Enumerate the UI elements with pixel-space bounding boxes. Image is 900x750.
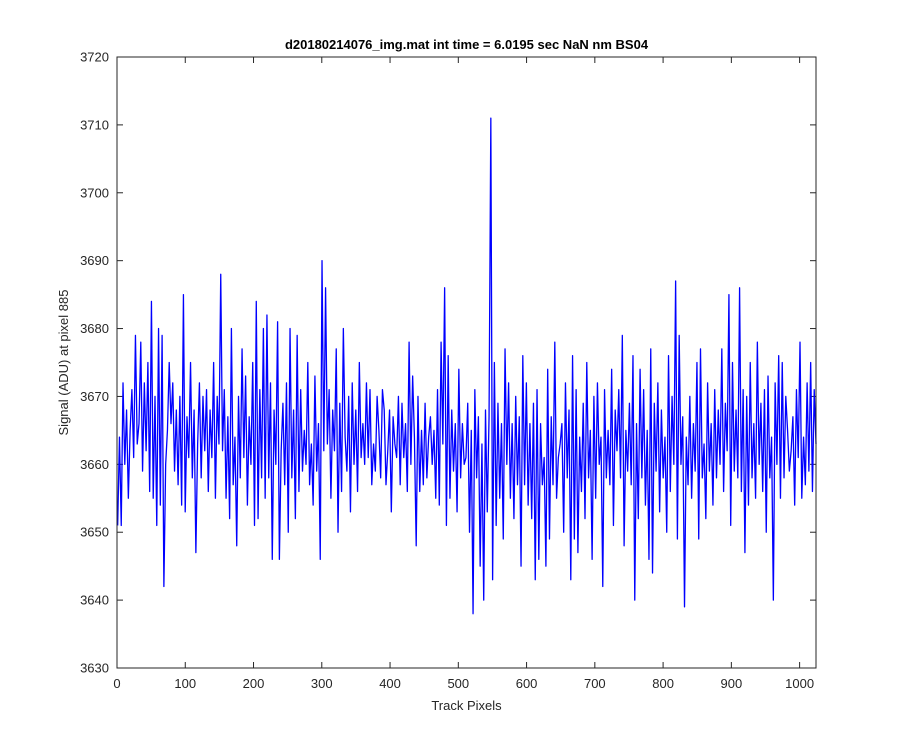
y-tick-label: 3670 bbox=[80, 389, 109, 404]
x-tick-label: 600 bbox=[516, 676, 538, 691]
y-tick-label: 3690 bbox=[80, 253, 109, 268]
x-axis-ticks: 0 100 200 300 400 500 600 700 800 900 1000 bbox=[113, 57, 814, 691]
y-tick-label: 3700 bbox=[80, 185, 109, 200]
x-axis-label: Track Pixels bbox=[431, 698, 502, 713]
x-tick-label: 800 bbox=[652, 676, 674, 691]
x-tick-label: 300 bbox=[311, 676, 333, 691]
x-tick-label: 1000 bbox=[785, 676, 814, 691]
x-tick-label: 200 bbox=[243, 676, 265, 691]
y-tick-label: 3650 bbox=[80, 525, 109, 540]
plot-area bbox=[117, 57, 816, 668]
axes-box bbox=[116, 56, 817, 669]
y-tick-label: 3630 bbox=[80, 661, 109, 676]
signal-line bbox=[117, 117, 817, 615]
y-tick-label: 3640 bbox=[80, 593, 109, 608]
y-tick-label: 3680 bbox=[80, 321, 109, 336]
y-axis-label: Signal (ADU) at pixel 885 bbox=[56, 290, 71, 436]
y-axis-ticks: 3630 3640 3650 3660 3670 3680 3690 3700 3710 3720 bbox=[80, 50, 816, 676]
y-tick-label: 3720 bbox=[80, 50, 109, 65]
x-tick-label: 900 bbox=[721, 676, 743, 691]
x-tick-label: 500 bbox=[447, 676, 469, 691]
y-tick-label: 3710 bbox=[80, 117, 109, 132]
x-tick-label: 0 bbox=[113, 676, 120, 691]
x-tick-label: 100 bbox=[174, 676, 196, 691]
y-tick-label: 3660 bbox=[80, 457, 109, 472]
x-tick-label: 700 bbox=[584, 676, 606, 691]
x-tick-label: 400 bbox=[379, 676, 401, 691]
chart-title: d20180214076_img.mat int time = 6.0195 s… bbox=[285, 37, 649, 52]
